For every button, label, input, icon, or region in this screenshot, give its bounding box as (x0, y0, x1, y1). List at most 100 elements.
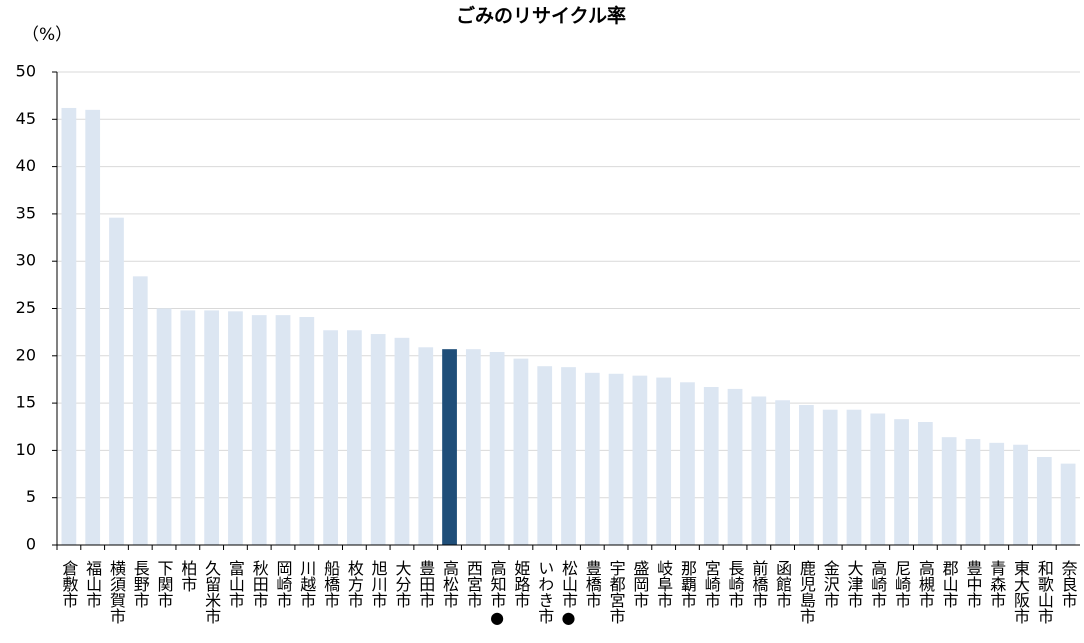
x-tick-label: 豊田市 (416, 560, 435, 608)
bar (680, 382, 695, 545)
x-tick-label: 姫路市 (511, 560, 530, 608)
y-tick-label: 45 (16, 109, 36, 128)
x-tick-label: 和歌山市 (1035, 560, 1054, 624)
bar (204, 310, 220, 545)
bar (1036, 457, 1052, 545)
y-tick-label: 20 (16, 345, 36, 364)
x-tick-label: 松山市● (559, 560, 578, 627)
bar (561, 367, 576, 545)
x-tick-label: 盛岡市 (630, 560, 649, 608)
bar (965, 439, 981, 545)
x-tick-label: 倉敷市 (59, 560, 78, 608)
x-tick-label: 前橋市 (749, 560, 768, 608)
bar (61, 107, 77, 545)
x-tick-label: 宇都宮市 (607, 560, 626, 624)
x-tick-label: 柏市 (178, 560, 197, 592)
bar (608, 373, 624, 545)
bar (109, 217, 124, 545)
bar (370, 334, 386, 545)
bar (323, 330, 338, 545)
bar (846, 409, 862, 545)
x-tick-label: 大津市 (844, 560, 863, 608)
bar (442, 349, 457, 545)
bar (1013, 444, 1028, 545)
x-tick-label: 川越市 (297, 560, 316, 608)
x-tick-label: 富山市 (226, 560, 245, 608)
x-tick-label: 東大阪市 (1011, 560, 1030, 624)
x-tick-label: 旭川市 (369, 560, 388, 608)
x-tick-label: 豊橋市 (583, 560, 602, 608)
y-tick-label: 0 (26, 535, 36, 554)
x-tick-label: 大分市 (392, 560, 411, 608)
x-tick-label: 岐阜市 (654, 560, 673, 608)
x-tick-label: 函館市 (773, 560, 792, 608)
bar (513, 358, 529, 545)
bar (180, 310, 196, 545)
y-tick-label: 5 (26, 487, 36, 506)
x-tick-label: 尼崎市 (892, 560, 911, 608)
bar (656, 377, 672, 545)
x-tick-label: 奈良市 (1059, 560, 1078, 608)
x-tick-label: 高知市● (488, 560, 507, 627)
bar (347, 330, 362, 545)
bar (751, 396, 767, 545)
x-tick-label: 青森市 (987, 560, 1006, 608)
x-tick-label: 西宮市 (464, 560, 483, 608)
bar (275, 315, 291, 545)
x-tick-label: 久留米市 (202, 560, 221, 624)
y-tick-label: 35 (16, 203, 36, 222)
x-tick-label: 枚方市 (345, 560, 364, 608)
x-tick-label: 下関市 (155, 560, 174, 608)
bar (917, 422, 933, 545)
x-tick-label: 長野市 (131, 560, 150, 608)
bar (537, 366, 553, 545)
y-tick-label: 40 (16, 156, 36, 175)
y-tick-label: 50 (16, 62, 36, 81)
x-tick-label: 長崎市 (726, 560, 745, 608)
x-tick-label: 高松市 (440, 560, 459, 608)
bar (894, 419, 909, 545)
y-tick-label: 25 (16, 298, 36, 317)
y-axis-label: （%） (22, 25, 72, 45)
bar (799, 404, 814, 545)
x-tick-label: 那覇市 (678, 560, 697, 608)
bar (1060, 463, 1076, 545)
y-tick-label: 15 (16, 393, 36, 412)
bar (394, 337, 410, 545)
x-tick-label: いわき市 (535, 560, 554, 624)
x-tick-label: 鹿児島市 (797, 560, 816, 624)
bar (489, 352, 505, 545)
y-tick-label: 30 (16, 251, 36, 270)
bar (251, 315, 267, 545)
x-tick-label: 岡崎市 (274, 560, 293, 608)
bar (870, 413, 886, 545)
y-tick-label: 10 (16, 440, 36, 459)
x-tick-label: 高槻市 (916, 560, 935, 608)
bar (632, 375, 648, 545)
bar (228, 311, 243, 545)
x-tick-label: 高崎市 (868, 560, 887, 608)
x-tick-label: 秋田市 (250, 560, 269, 608)
bar (703, 387, 719, 545)
bar (418, 347, 434, 545)
x-tick-label: 横須賀市 (107, 560, 126, 624)
x-tick-label: 金沢市 (821, 560, 840, 608)
x-tick-label: 豊中市 (963, 560, 982, 608)
bar (775, 400, 790, 545)
bar (465, 349, 481, 545)
bar (584, 372, 600, 545)
bar (727, 388, 743, 545)
bar (941, 437, 957, 545)
x-tick-label: 船橋市 (321, 560, 340, 608)
chart-title: ごみのリサイクル率 (456, 4, 626, 27)
bar (156, 308, 172, 545)
x-tick-label: 郡山市 (940, 560, 959, 608)
bar (132, 276, 148, 545)
bar (85, 109, 101, 545)
bar (989, 442, 1005, 545)
x-tick-label: 宮崎市 (702, 560, 721, 608)
bar (822, 409, 838, 545)
bar (299, 317, 315, 545)
x-tick-label: 福山市 (83, 560, 102, 608)
